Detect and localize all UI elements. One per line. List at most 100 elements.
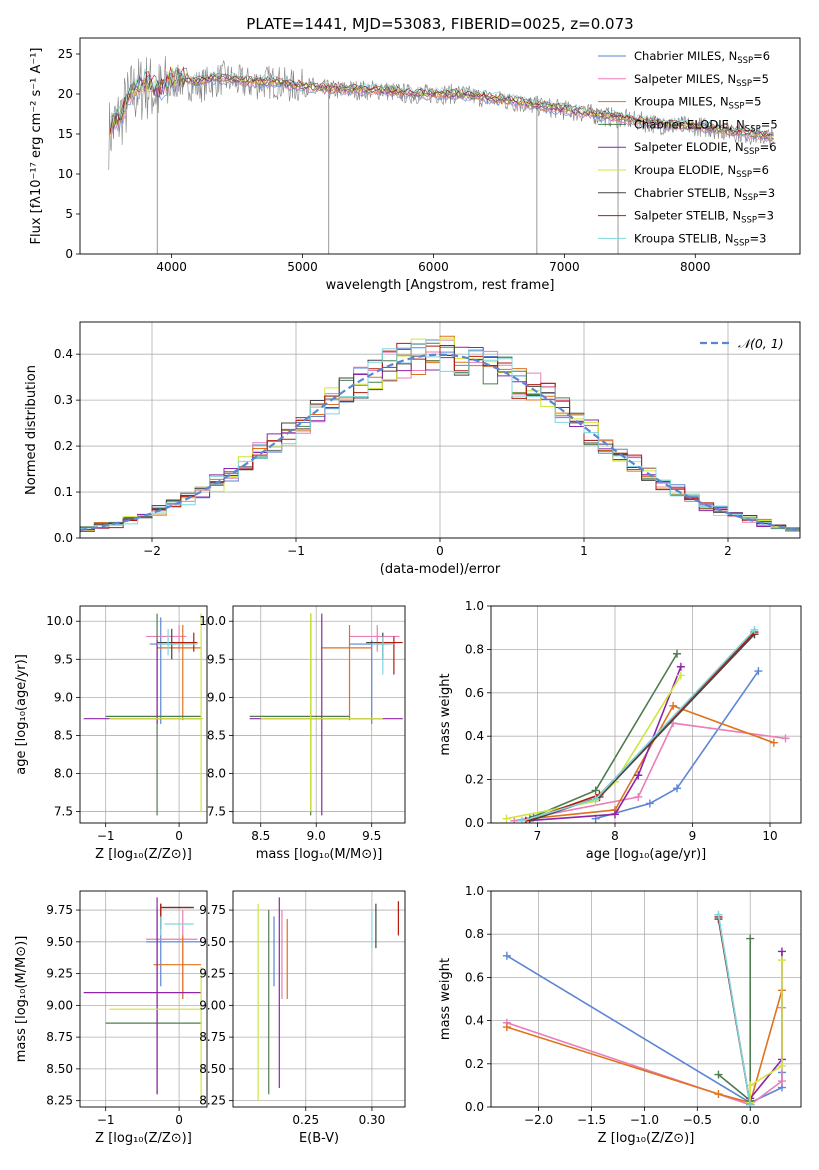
tick-label-y: 8.50 (199, 1062, 226, 1076)
plot-area-mass-vs-Z (83, 897, 204, 1101)
axes-mass-vs-EBV: 0.25 0.30 8.25 8.50 8.75 9.00 9.25 9.50 9.75 E(B-… (199, 890, 406, 1146)
tick-label-x: −2.0 (524, 1113, 553, 1127)
plot-area-spectrum (108, 56, 774, 254)
model-spectrum-0 (109, 72, 774, 143)
axis-label-x: Z [log₁₀(Z/Z⊙)] (95, 847, 192, 862)
legend-label-1: Salpeter MILES, NSSP=5 (634, 72, 769, 89)
axes-frame (490, 605, 802, 824)
tick-label-x: −2 (143, 544, 161, 558)
weight-marker-3 (591, 786, 600, 795)
tick-label-x: −0.5 (683, 1113, 712, 1127)
weight-marker-4 (611, 810, 619, 819)
weight-line-1 (514, 722, 786, 822)
tick-label-x: 4000 (156, 260, 187, 274)
weight-marker-1 (510, 816, 519, 823)
axes-weight-vs-Z: −2.0 −1.5 −1.0 −0.5 0.0 0.0 0.2 0.4 0.6 0.8 1.0 Z [… (438, 884, 802, 1146)
weight-marker-0 (502, 951, 511, 960)
tick-label-y: 10.0 (46, 614, 73, 628)
tick-label-y: 8.25 (46, 1094, 73, 1108)
weight-marker-4 (676, 662, 685, 671)
weight-marker-8 (746, 1100, 755, 1107)
tick-label-y: 9.75 (46, 903, 73, 917)
spectrum-legend: Chabrier MILES, NSSP=6 Salpeter MILES, NS… (598, 49, 778, 248)
tick-label-x: 8 (611, 829, 619, 843)
model-spectrum-8 (109, 67, 774, 136)
legend-label-8: Kroupa STELIB, NSSP=3 (634, 231, 766, 248)
legend-suffix: =3 (758, 186, 775, 200)
tick-label-y: 9.50 (46, 935, 73, 949)
legend-subscript: SSP (737, 56, 753, 66)
axes-frame (490, 890, 802, 1108)
weight-marker-5 (502, 814, 511, 823)
legend-subscript: SSP (745, 124, 761, 134)
weight-marker-0 (673, 784, 681, 793)
weight-marker-5 (777, 1061, 786, 1070)
tick-label-y: 0.3 (54, 393, 73, 407)
plot-area-age-vs-Z (83, 613, 204, 816)
tick-label-x: 1 (580, 544, 588, 558)
tick-label-y: 10.0 (199, 614, 226, 628)
legend-suffix: =5 (761, 117, 778, 131)
legend-subscript: SSP (736, 170, 752, 180)
tick-label-y: 0.4 (465, 729, 484, 743)
tick-label-y: 0.2 (465, 1057, 484, 1071)
tick-label-y: 9.5 (54, 652, 73, 666)
tick-label-y: 9.00 (46, 998, 73, 1012)
plot-area-residuals (80, 335, 800, 535)
weight-marker-8 (591, 795, 600, 804)
tick-label-y: 7.5 (54, 805, 73, 819)
tick-label-x: −1.0 (630, 1113, 659, 1127)
weight-marker-4 (777, 947, 786, 956)
legend-suffix: =3 (749, 231, 766, 245)
axis-label-x: mass [log₁₀(M/M⊙)] (256, 847, 383, 862)
tick-label-x: −1 (97, 1113, 115, 1127)
axes-frame (79, 37, 801, 255)
tick-label-y: 8.25 (199, 1094, 226, 1108)
legend-suffix: =5 (744, 95, 761, 109)
axes-spectrum: 4000 5000 6000 7000 8000 0 5 10 15 20 25 wavelength… (29, 37, 801, 293)
weight-marker-2 (714, 1090, 723, 1099)
tick-label-x: 7 (534, 829, 542, 843)
normal-curve (80, 353, 800, 532)
legend-label-2: Kroupa MILES, NSSP=5 (634, 95, 761, 112)
tick-label-y: 9.00 (199, 998, 226, 1012)
tick-label-y: 0.6 (465, 970, 484, 984)
weight-marker-8 (714, 910, 723, 919)
tick-label-x: 2 (724, 544, 732, 558)
tick-label-y: 0.0 (465, 816, 484, 830)
tick-label-y: 8.75 (199, 1030, 226, 1044)
weight-marker-2 (769, 738, 778, 747)
legend-suffix: =6 (753, 49, 770, 63)
legend-label-normal: 𝒩(0, 1) (738, 336, 784, 351)
tick-label-y: 0 (65, 247, 73, 261)
tick-label-y: 1.0 (465, 599, 484, 613)
legend-subscript: SSP (742, 193, 758, 203)
axis-label-y: Flux [fλ10⁻¹⁷ erg cm⁻² s⁻¹ A⁻¹] (29, 48, 44, 245)
legend-label-6: Chabrier STELIB, NSSP=3 (634, 186, 775, 203)
axes-frame (232, 605, 406, 824)
tick-label-y: 0.0 (465, 1100, 484, 1114)
axis-label-y: age [log₁₀(age/yr)] (14, 654, 29, 775)
tick-label-x: −1 (97, 829, 115, 843)
legend-label-5: Kroupa ELODIE, NSSP=6 (634, 163, 769, 180)
tick-label-y: 7.5 (207, 805, 226, 819)
tick-label-y: 0.4 (465, 1014, 484, 1028)
tick-label-y: 0.2 (54, 439, 73, 453)
tick-label-y: 8.0 (54, 767, 73, 781)
tick-label-x: 8000 (680, 260, 711, 274)
tick-label-y: 9.5 (207, 652, 226, 666)
tick-label-y: 8.75 (46, 1030, 73, 1044)
tick-label-y: 0.8 (465, 642, 484, 656)
weight-marker-0 (754, 667, 763, 676)
axis-label-y: mass [log₁₀(M/M⊙)] (14, 936, 29, 1063)
weight-marker-3 (746, 934, 755, 943)
axes-frame (79, 321, 801, 539)
tick-label-y: 9.50 (199, 935, 226, 949)
plot-area-weight-vs-age (502, 625, 790, 823)
weight-marker-3 (714, 1070, 723, 1079)
legend-subscript: SSP (741, 216, 757, 226)
weight-line-4 (525, 666, 682, 822)
axes-frame (79, 890, 208, 1108)
tick-label-y: 8.5 (54, 728, 73, 742)
